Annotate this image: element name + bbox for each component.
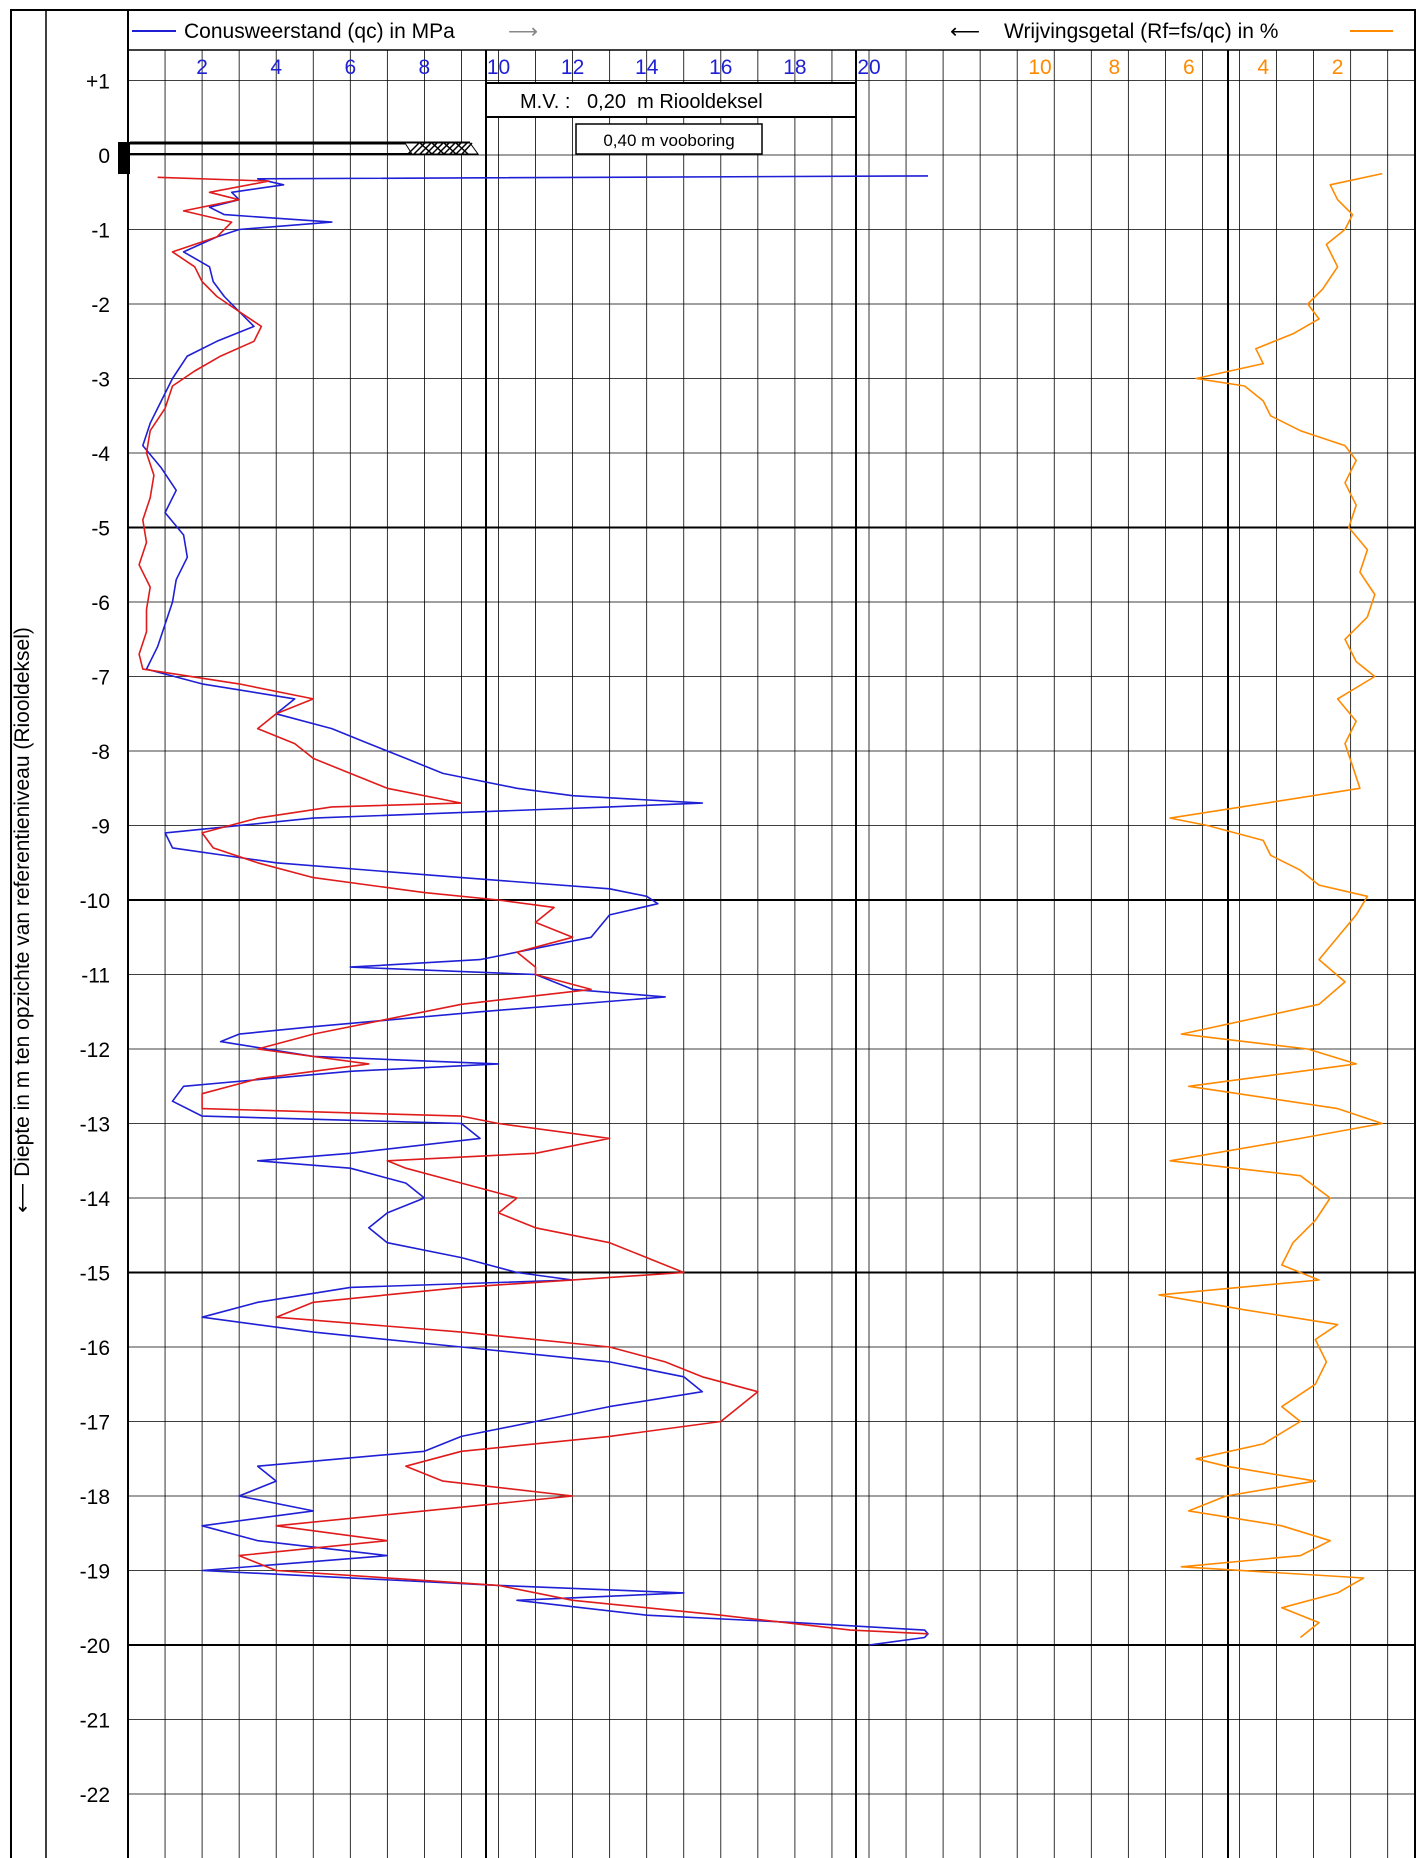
rf-axis-arrow: ⟵ — [950, 20, 980, 43]
y-tick-label: -3 — [91, 369, 110, 392]
rf-ticks: 10 8 6 4 2 — [1028, 56, 1343, 79]
y-axis-label: ⟵ Diepte in m ten opzichte van referenti… — [11, 627, 34, 1213]
series-layer — [138, 172, 1383, 1646]
y-tick-label: -12 — [80, 1039, 110, 1062]
qc-ticks: 2 4 6 8 10 12 14 16 18 20 — [196, 56, 880, 79]
rf-tick-label: 4 — [1257, 56, 1269, 79]
grid — [128, 50, 1415, 1858]
mv-annotation: M.V. : 0,20 m Riooldeksel — [520, 91, 763, 113]
y-tick-label: -1 — [91, 220, 110, 243]
y-tick-label: -9 — [91, 816, 110, 839]
y-tick-label: -13 — [80, 1114, 110, 1137]
qc-tick-label: 10 — [487, 56, 510, 79]
qc-tick-label: 18 — [783, 56, 806, 79]
y-tick-label: -17 — [80, 1412, 110, 1435]
y-tick-label: -4 — [91, 443, 110, 466]
rf-tick-label: 10 — [1028, 56, 1051, 79]
voorboring-symbol — [118, 141, 479, 174]
rf-tick-label: 8 — [1109, 56, 1121, 79]
y-tick-label: -22 — [80, 1784, 110, 1807]
qc-axis-arrow: ⟶ — [508, 20, 538, 43]
qc-tick-label: 16 — [709, 56, 732, 79]
qc-tick-label: 8 — [419, 56, 431, 79]
y-tick-label: -21 — [80, 1710, 110, 1733]
rf-series-line — [1158, 172, 1383, 1639]
y-tick-label: -7 — [91, 667, 110, 690]
qc-tick-label: 20 — [857, 56, 880, 79]
y-tick-label: 0 — [98, 145, 110, 168]
y-tick-label: -15 — [80, 1263, 110, 1286]
y-tick-label: -5 — [91, 518, 110, 541]
qc-tick-label: 14 — [635, 56, 659, 79]
rf-tick-label: 6 — [1183, 56, 1195, 79]
voorboring-annotation: 0,40 m vooboring — [603, 131, 734, 150]
y-tick-label: +1 — [86, 71, 110, 94]
y-tick-label: -20 — [80, 1635, 110, 1658]
y-tick-label: -14 — [80, 1188, 111, 1211]
mv-box — [485, 82, 857, 118]
qc-series-line-red — [138, 176, 929, 1635]
y-tick-label: -10 — [80, 890, 110, 913]
y-tick-label: -11 — [81, 965, 110, 988]
qc-axis-label: Conusweerstand (qc) in MPa — [184, 20, 455, 43]
y-tick-label: -18 — [80, 1486, 110, 1509]
qc-tick-label: 4 — [270, 56, 282, 79]
qc-tick-label: 6 — [344, 56, 356, 79]
chart-frame — [10, 9, 1416, 1858]
y-ticks: +1 0 -1 -2 -3 -4 -5 -6 -7 -8 -9 -10 -11 -12 -13 -14 -15 -… — [80, 71, 111, 1808]
y-tick-label: -8 — [91, 741, 110, 764]
rf-tick-label: 2 — [1332, 56, 1344, 79]
outer-frame — [10, 9, 1416, 1858]
y-tick-label: -6 — [91, 592, 110, 615]
y-tick-label: -16 — [80, 1337, 110, 1360]
y-tick-label: -2 — [91, 294, 110, 317]
qc-tick-label: 2 — [196, 56, 208, 79]
qc-series-line-blue — [142, 175, 929, 1646]
voorboring-box — [575, 123, 763, 155]
y-tick-label: -19 — [80, 1561, 110, 1584]
qc-tick-label: 12 — [561, 56, 584, 79]
rf-axis-label: Wrijvingsgetal (Rf=fs/qc) in % — [1004, 20, 1278, 43]
